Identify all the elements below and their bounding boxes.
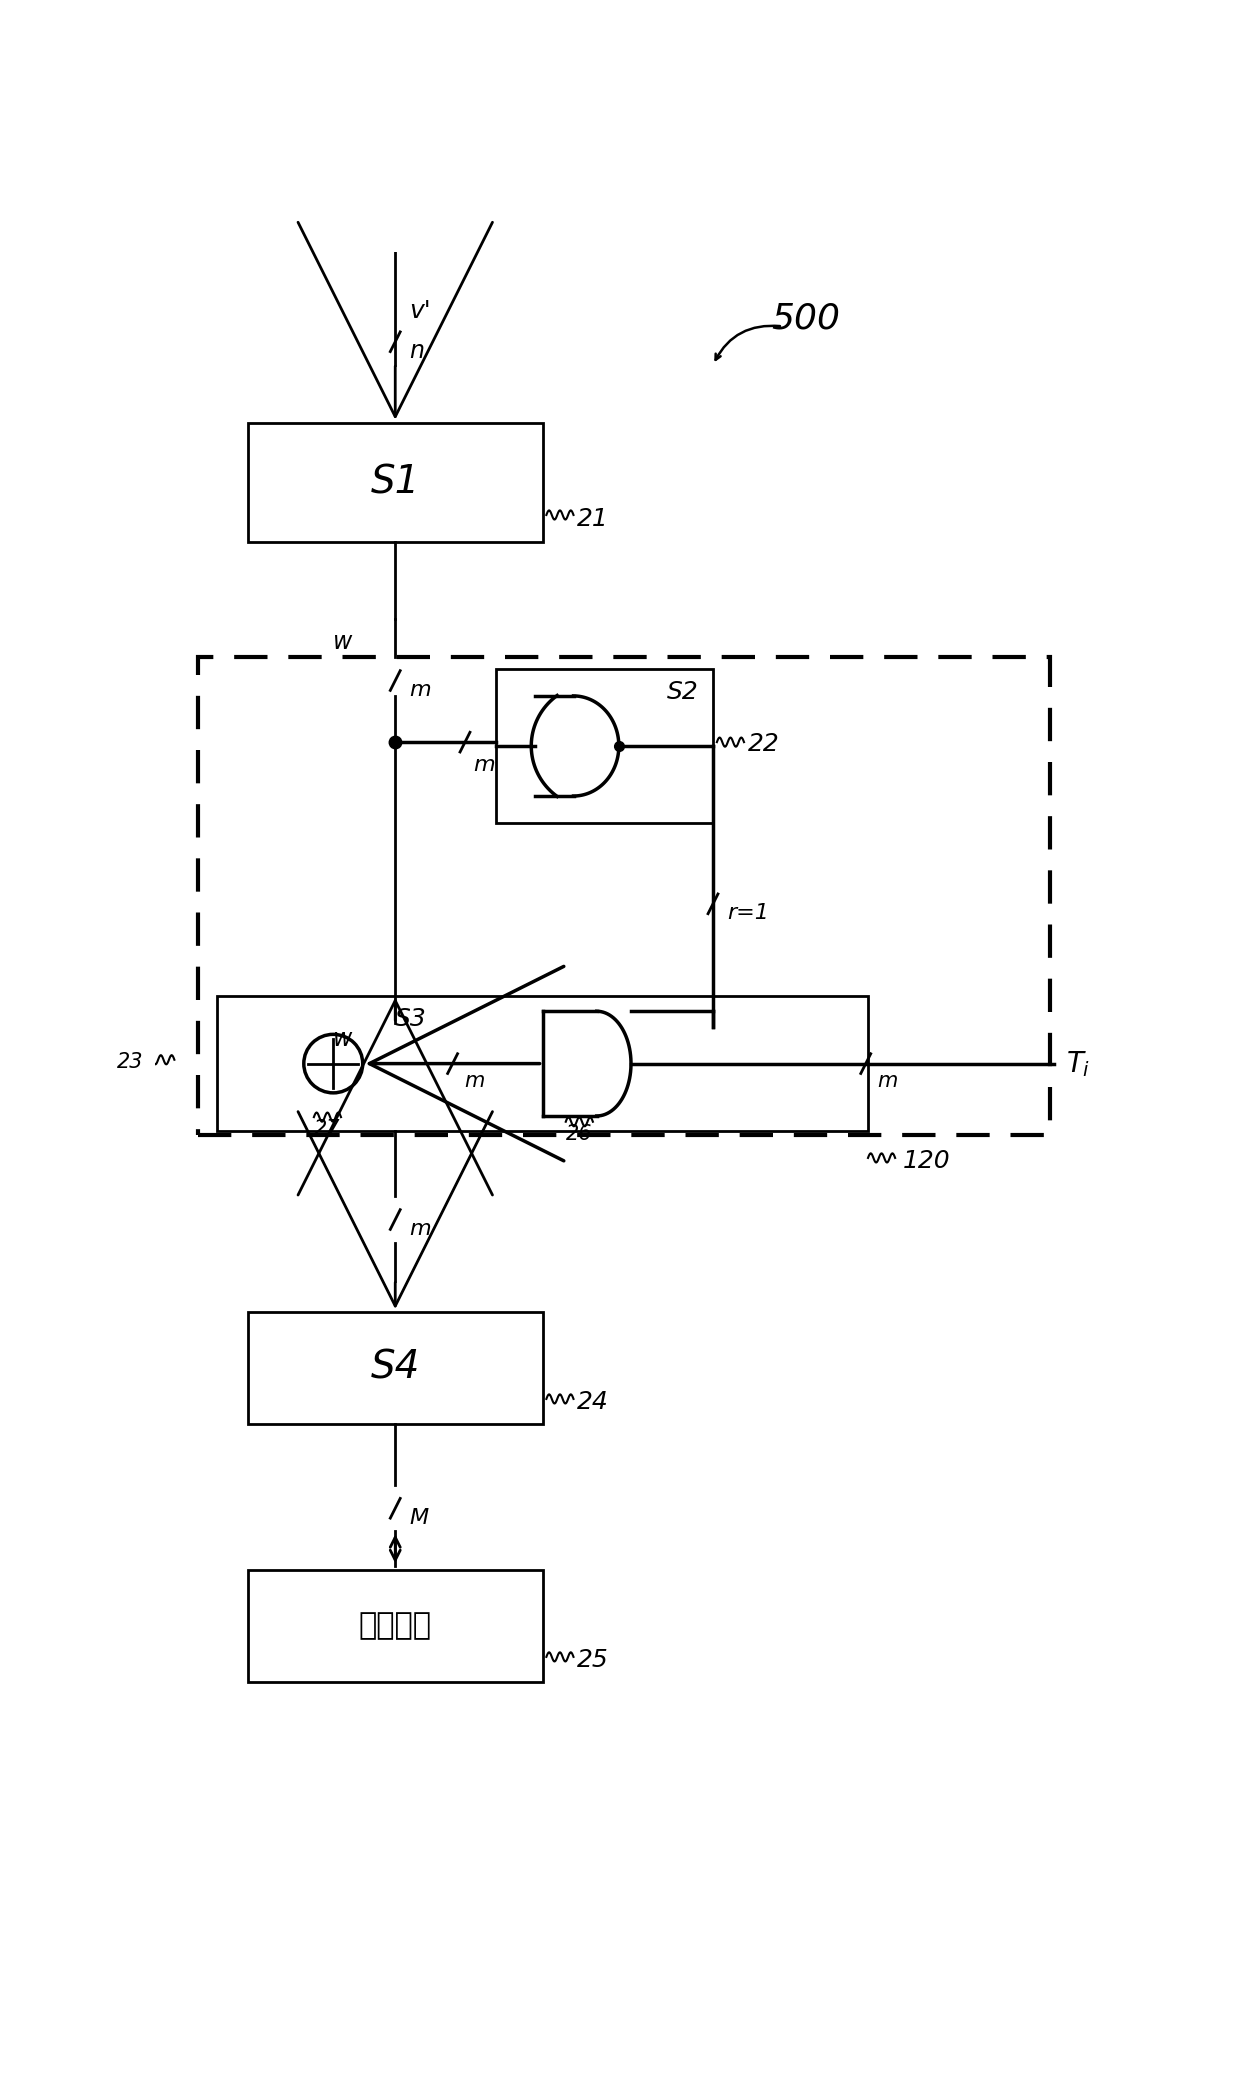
Bar	[496, 669, 713, 822]
Text: w: w	[334, 1028, 352, 1051]
Bar	[248, 1313, 543, 1424]
Text: m: m	[878, 1072, 898, 1090]
Text: S1: S1	[371, 463, 420, 501]
Bar	[248, 1571, 543, 1682]
Text: 22: 22	[748, 732, 780, 757]
Text: M: M	[409, 1508, 429, 1527]
Text: 500: 500	[771, 302, 841, 336]
Text: 23: 23	[117, 1053, 144, 1072]
Text: 24: 24	[578, 1390, 609, 1413]
Text: 分析电路: 分析电路	[358, 1610, 432, 1640]
Text: 21: 21	[578, 507, 609, 531]
Text: 27: 27	[314, 1120, 340, 1139]
Text: m: m	[409, 1218, 430, 1239]
Bar	[197, 658, 1050, 1134]
Text: S3: S3	[394, 1007, 427, 1032]
Text: 25: 25	[578, 1648, 609, 1671]
Text: r=1: r=1	[727, 904, 769, 923]
Bar	[248, 424, 543, 541]
Bar	[217, 996, 868, 1130]
Text: $T_i$: $T_i$	[1065, 1048, 1090, 1078]
Text: S4: S4	[371, 1348, 420, 1386]
Text: m: m	[409, 679, 430, 700]
Text: S2: S2	[667, 679, 698, 705]
Text: v': v'	[409, 300, 430, 323]
Text: w: w	[334, 629, 352, 654]
Text: 120: 120	[903, 1149, 951, 1172]
Text: m: m	[464, 1072, 485, 1090]
Text: 26: 26	[565, 1124, 593, 1145]
Text: m: m	[472, 755, 495, 776]
Text: n: n	[409, 340, 424, 363]
